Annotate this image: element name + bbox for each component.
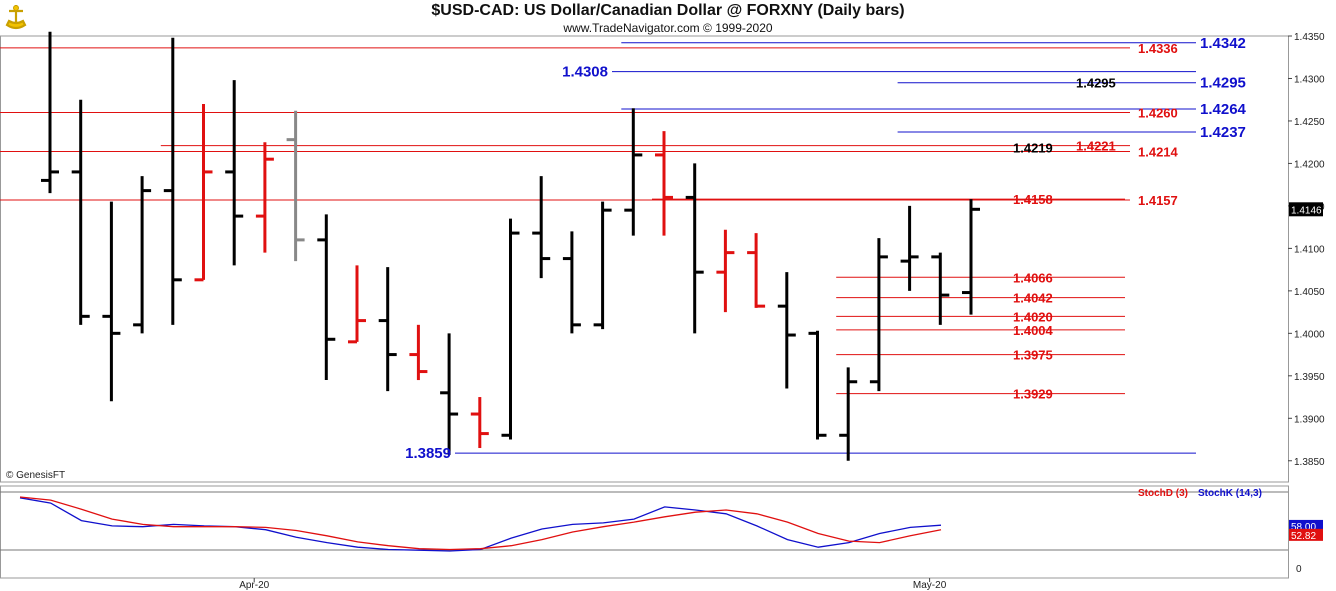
level-label: 1.3859 [405, 445, 451, 462]
ohlc-bar [255, 142, 274, 253]
ohlc-bar [71, 99, 90, 325]
ohlc-bar [163, 37, 182, 325]
level-label: 1.4264 [1200, 101, 1247, 118]
ohlc-bar [655, 131, 673, 236]
ohlc-bar [102, 201, 121, 402]
ohlc-bar [133, 176, 152, 334]
ohlc-bar [317, 214, 336, 381]
level-label: 1.4214 [1138, 145, 1179, 160]
level-label: 1.4004 [1013, 323, 1054, 338]
y-tick-label: 1.4050 [1294, 287, 1325, 298]
level-label: 1.4157 [1138, 193, 1178, 208]
y-tick-label: 1.4350 [1294, 32, 1325, 43]
x-tick-label: May-20 [913, 580, 947, 591]
level-label: 1.4295 [1200, 75, 1246, 92]
y-tick-label: 1.4100 [1294, 244, 1325, 255]
y-tick-label: 1.4300 [1294, 74, 1325, 85]
level-label: 1.3975 [1013, 348, 1053, 363]
y-tick-label: 1.4250 [1294, 117, 1325, 128]
y-tick-label: 1.3950 [1294, 372, 1325, 383]
ohlc-bar [931, 252, 950, 325]
oscillator-panel-frame [0, 485, 1289, 579]
ohlc-bar [562, 231, 581, 334]
ohlc-bar [470, 397, 489, 449]
ohlc-bar [839, 367, 858, 461]
level-label: 1.4219 [1013, 140, 1053, 155]
ohlc-bar [685, 163, 704, 334]
ohlc-bar [378, 267, 397, 392]
legend-stochk: StochK (14,3) [1198, 488, 1262, 499]
ohlc-bar [440, 333, 459, 455]
y-tick-label: 1.4000 [1294, 329, 1325, 340]
level-label: 1.4042 [1013, 291, 1053, 306]
level-label: 1.4066 [1013, 270, 1053, 285]
stochk-value-label: 58.00 [1291, 522, 1316, 533]
ohlc-bar [286, 110, 305, 262]
y-tick-label: 1.3850 [1294, 457, 1325, 468]
level-label: 1.4020 [1013, 309, 1053, 324]
ohlc-bar [593, 201, 612, 330]
ohlc-bar [900, 205, 919, 291]
last-price-label: 1.4146 [1291, 205, 1322, 216]
level-label: 1.4336 [1138, 41, 1178, 56]
chart-subtitle: www.TradeNavigator.com © 1999-2020 [563, 21, 773, 35]
ohlc-bar [348, 265, 366, 344]
ohlc-bar [532, 176, 551, 279]
series-red-line [19, 496, 942, 551]
ohlc-bar [194, 103, 213, 282]
ohlc-bar [808, 330, 827, 440]
trade-navigator-logo-icon [3, 3, 29, 31]
level-label: 1.4260 [1138, 105, 1178, 120]
ohlc-bar [624, 108, 643, 236]
stochd-value-box [1289, 528, 1323, 541]
level-label: 1.4158 [1013, 192, 1053, 207]
chart-title: $USD-CAD: US Dollar/Canadian Dollar @ FO… [431, 2, 905, 19]
level-label: 1.4221 [1076, 139, 1116, 154]
last-price-box [1289, 202, 1323, 217]
y-tick-label: 1.4200 [1294, 159, 1325, 170]
series-blue-line [19, 497, 942, 552]
level-label: 1.4295 [1076, 76, 1116, 91]
x-tick-label: Apr-20 [239, 580, 269, 591]
ohlc-bar [41, 31, 59, 194]
legend-stochd: StochD (3) [1138, 488, 1188, 499]
osc-y-tick-label: 0 [1296, 564, 1302, 575]
price-panel-frame [0, 35, 1289, 483]
ohlc-bar [409, 324, 428, 381]
copyright-label: © GenesisFT [6, 470, 65, 481]
ohlc-bar [747, 233, 766, 308]
level-label: 1.4342 [1200, 35, 1246, 52]
ohlc-bar [777, 272, 796, 389]
ohlc-bar [501, 218, 520, 440]
level-label: 1.4237 [1200, 124, 1246, 141]
y-tick-label: 1.3900 [1294, 414, 1325, 425]
level-label: 1.4308 [562, 64, 608, 81]
ohlc-bar [716, 229, 735, 313]
stochd-value-label: 52.82 [1291, 531, 1316, 542]
ohlc-bar [962, 199, 980, 315]
ohlc-bar [225, 80, 244, 266]
level-label: 1.3929 [1013, 387, 1053, 402]
ohlc-bar [869, 238, 888, 392]
